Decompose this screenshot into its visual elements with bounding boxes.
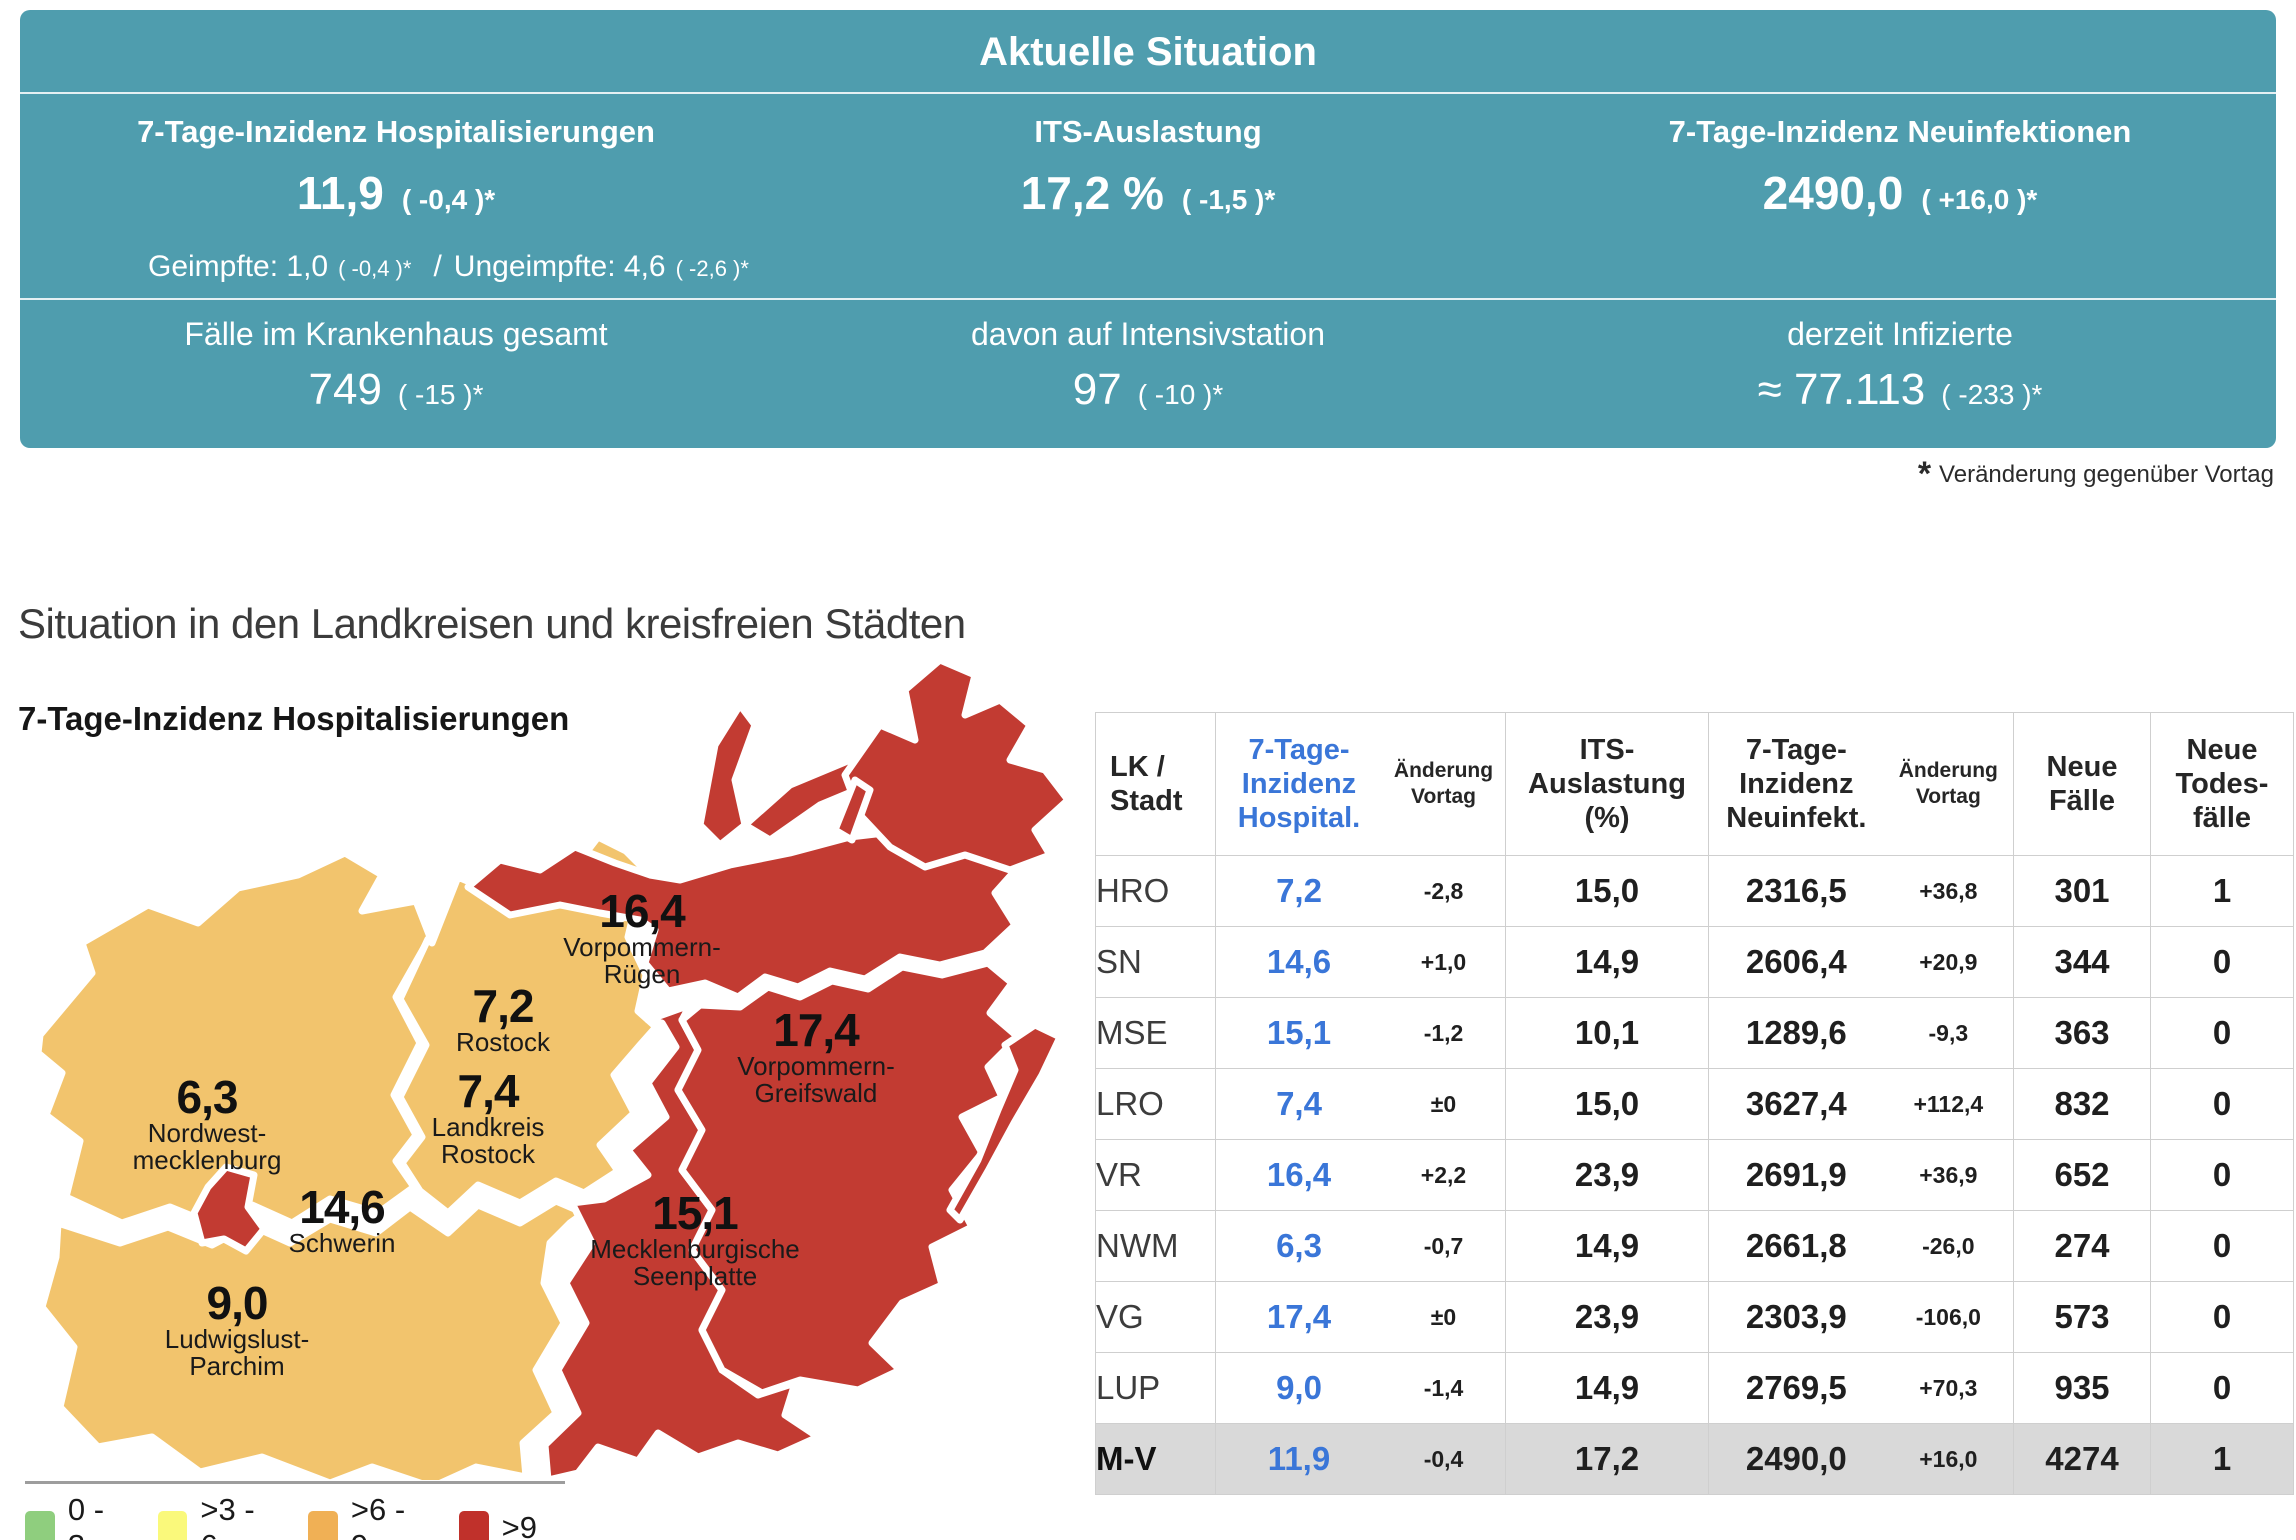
map-title: 7-Tage-Inzidenz Hospitalisierungen [18,700,570,737]
table-row-vg: VG 17,4 ±0 23,9 2303,9 -106,0 573 0 [1095,1281,2294,1353]
region-vorpommern-greifswald [674,959,1022,1397]
region-usedom-island [946,1021,1064,1224]
legend-item: >6 - 9 [308,1492,431,1540]
ungeimpfte-change: ( -2,6 )* [675,256,749,281]
table-row-hro: HRO 7,2 -2,8 15,0 2316,5 +36,8 301 1 [1095,855,2294,927]
region-hiddensee-island [831,776,874,844]
stat-change: ( -0,4 )* [401,184,496,215]
footnote-text: Veränderung gegenüber Vortag [1939,461,2274,488]
stat-value: ≈ 77.113 [1757,365,1926,414]
header-new-deaths: Neue Todes-fälle [2150,712,2294,856]
legend-chip-green [25,1511,55,1540]
table-row-mse: MSE 15,1 -1,2 10,1 1289,6 -9,3 363 0 [1095,997,2294,1069]
geimpfte-value: Geimpfte: 1,0 [148,250,329,283]
stat-change: ( -233 )* [1941,379,2043,410]
section-title: Situation in den Landkreisen und kreisfr… [18,600,966,647]
stat-change: ( +16,0 )* [1921,184,2038,215]
legend-label: >3 - 6 [200,1492,255,1540]
table-header-row: LK / Stadt 7-Tage-Inzidenz Hospital. Änd… [1095,712,2294,856]
asterisk: * [1917,455,1932,493]
district-table: LK / Stadt 7-Tage-Inzidenz Hospital. Änd… [1095,712,2294,1495]
stat-label: derzeit Infizierte [1787,316,2013,352]
legend-label: >9 [501,1510,537,1540]
stat-hospital-total: Fälle im Krankenhaus gesamt 749 ( -15 )* [20,300,772,448]
table-row-lro: LRO 7,4 ±0 15,0 3627,4 +112,4 832 0 [1095,1068,2294,1140]
table-row-vr: VR 16,4 +2,2 23,9 2691,9 +36,9 652 0 [1095,1139,2294,1211]
stat-newinfection-incidence: 7-Tage-Inzidenz Neuinfektionen 2490,0 ( +… [1524,94,2276,298]
stat-icu-total: davon auf Intensivstation 97 ( -10 )* [772,300,1524,448]
stat-value: 97 [1072,365,1122,414]
separator: / [433,250,442,283]
legend-item: >9 [458,1510,537,1540]
banner-row-incidence: 7-Tage-Inzidenz Hospitalisierungen 11,9 (… [20,94,2276,300]
table-row-lup: LUP 9,0 -1,4 14,9 2769,5 +70,3 935 0 [1095,1352,2294,1424]
table-row-sn: SN 14,6 +1,0 14,9 2606,4 +20,9 344 0 [1095,926,2294,998]
legend-chip-yellow [157,1511,188,1540]
stat-label: davon auf Intensivstation [970,316,1325,352]
region-ruegen-island [841,656,1072,874]
legend-chip-orange [308,1511,338,1540]
header-icu-utilization: ITS-Auslastung (%) [1505,712,1709,856]
banner-title: Aktuelle Situation [20,10,2276,94]
stat-value: 2490,0 [1762,167,1904,219]
table-row-nwm: NWM 6,3 -0,7 14,9 2661,8 -26,0 274 0 [1095,1210,2294,1282]
stat-hospitalization-incidence: 7-Tage-Inzidenz Hospitalisierungen 11,9 (… [20,94,772,298]
stat-currently-infected: derzeit Infizierte ≈ 77.113 ( -233 )* [1524,300,2276,448]
banner-row-absolute: Fälle im Krankenhaus gesamt 749( -15 )* … [20,300,2276,448]
header-hosp-incidence: 7-Tage-Inzidenz Hospital. Änderung Vorta… [1215,712,1506,856]
stat-label: 7-Tage-Inzidenz Neuinfektionen [1668,114,2132,149]
stat-change: ( -15 )* [397,379,484,410]
stat-label: ITS-Auslastung [1034,114,1262,149]
ungeimpfte-value: Ungeimpfte: 4,6 [453,250,666,283]
map-legend: 0 - 3 >3 - 6 >6 - 9 >9 [25,1481,565,1540]
region-schwerin [190,1163,268,1255]
geimpfte-change: ( -0,4 )* [338,256,412,281]
stat-label: Fälle im Krankenhaus gesamt [184,316,608,352]
legend-chip-red [458,1511,489,1540]
stat-icu-utilization: ITS-Auslastung 17,2 % ( -1,5 )* [772,94,1524,298]
stat-value: 749 [308,365,382,414]
region-darss-peninsula [696,701,759,849]
region-ludwigslust-parchim [38,1197,588,1480]
legend-item: 0 - 3 [25,1492,130,1540]
current-situation-banner: Aktuelle Situation 7-Tage-Inzidenz Hospi… [20,10,2276,448]
stat-value: 17,2 % [1020,167,1164,219]
region-nordwestmecklenburg [34,849,434,1229]
region-vorpommern-ruegen [464,826,1024,1001]
vaccination-breakdown: Geimpfte: 1,0 ( -0,4 )* / Ungeimpfte: 4,6 ( … [148,250,759,284]
table-row-total-mv: M-V 11,9 -0,4 17,2 2490,0 +16,0 4274 1 [1095,1423,2294,1495]
mv-choropleth-map [34,656,1072,1480]
legend-label: 0 - 3 [67,1492,105,1540]
legend-item: >3 - 6 [157,1492,281,1540]
stat-change: ( -10 )* [1137,379,1224,410]
header-lk-stadt: LK / Stadt [1095,712,1216,856]
stat-value: 11,9 [296,167,384,219]
header-new-cases: Neue Fälle [2013,712,2151,856]
footnote-change-vs-previous-day: * Veränderung gegenüber Vortag [1917,452,2274,493]
stat-label: 7-Tage-Inzidenz Hospitalisierungen [137,114,655,149]
stat-change: ( -1,5 )* [1181,184,1276,215]
legend-label: >6 - 9 [350,1492,406,1540]
header-newinfection-incidence: 7-Tage-Inzidenz Neuinfekt. Änderung Vort… [1708,712,2014,856]
